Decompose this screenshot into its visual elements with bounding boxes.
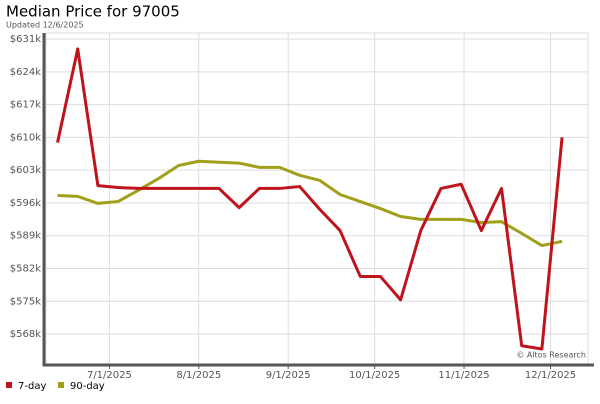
legend-swatch	[6, 382, 12, 388]
x-tick-label: 8/1/2025	[176, 370, 221, 381]
legend-label: 90-day	[70, 381, 105, 392]
x-tick-label: 11/1/2025	[438, 370, 489, 381]
chart-subtitle: Updated 12/6/2025	[6, 21, 84, 30]
x-tick-label: 9/1/2025	[266, 370, 311, 381]
chart-title: Median Price for 97005	[6, 3, 180, 21]
legend-swatch	[58, 382, 64, 388]
y-tick-label: $582k	[10, 263, 41, 274]
y-tick-label: $610k	[10, 132, 41, 143]
x-tick-label: 7/1/2025	[87, 370, 132, 381]
y-tick-label: $575k	[10, 296, 41, 307]
y-tick-label: $596k	[10, 198, 41, 209]
legend-label: 7-day	[18, 381, 46, 392]
series-line	[56, 47, 564, 351]
x-tick-label: 10/1/2025	[349, 370, 400, 381]
y-tick-label: $631k	[10, 34, 41, 45]
x-tick-label: 12/1/2025	[525, 370, 576, 381]
y-tick-label: $603k	[10, 165, 41, 176]
plot-area	[45, 32, 589, 365]
y-tick-label: $568k	[10, 329, 41, 340]
y-tick-label: $624k	[10, 67, 41, 78]
y-tick-label: $589k	[10, 231, 41, 242]
annotation: © Altos Research	[516, 351, 586, 360]
y-tick-label: $617k	[10, 100, 41, 111]
